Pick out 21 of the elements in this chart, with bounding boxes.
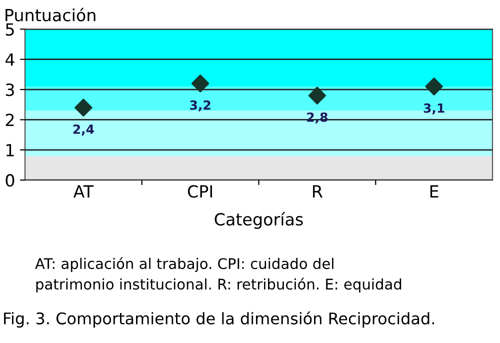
y-tick-label: 4 [5, 54, 14, 66]
data-label: 2,4 [73, 124, 94, 136]
y-tick-label: 1 [6, 144, 14, 156]
x-tick-label: CPI [188, 185, 212, 198]
point [308, 86, 326, 104]
x-tick-label: AT [73, 185, 94, 198]
x-tick-label: E [430, 185, 438, 198]
text: AT: aplicación al trabajo. CPI: cuidado del patrimonio institucional. R: retribución. E: equidad [35, 257, 402, 292]
y-tick-label: 5 [6, 23, 14, 36]
y-axis-title: Puntuación [6, 8, 96, 22]
point [191, 74, 210, 92]
data-label: 3,2 [190, 100, 210, 112]
caption: Fig. 3. Comportamiento de la dimensión Reciprocidad. [4, 311, 434, 328]
x-tick-label: R [313, 185, 322, 198]
y-tick-label: 2 [6, 114, 14, 126]
y-tick-label: 0 [6, 174, 14, 187]
y-tick-label: 3 [6, 83, 14, 96]
data-label: 3,1 [424, 103, 444, 114]
point [74, 98, 92, 117]
point [425, 78, 443, 96]
x-axis-title: Categorías [214, 212, 303, 229]
